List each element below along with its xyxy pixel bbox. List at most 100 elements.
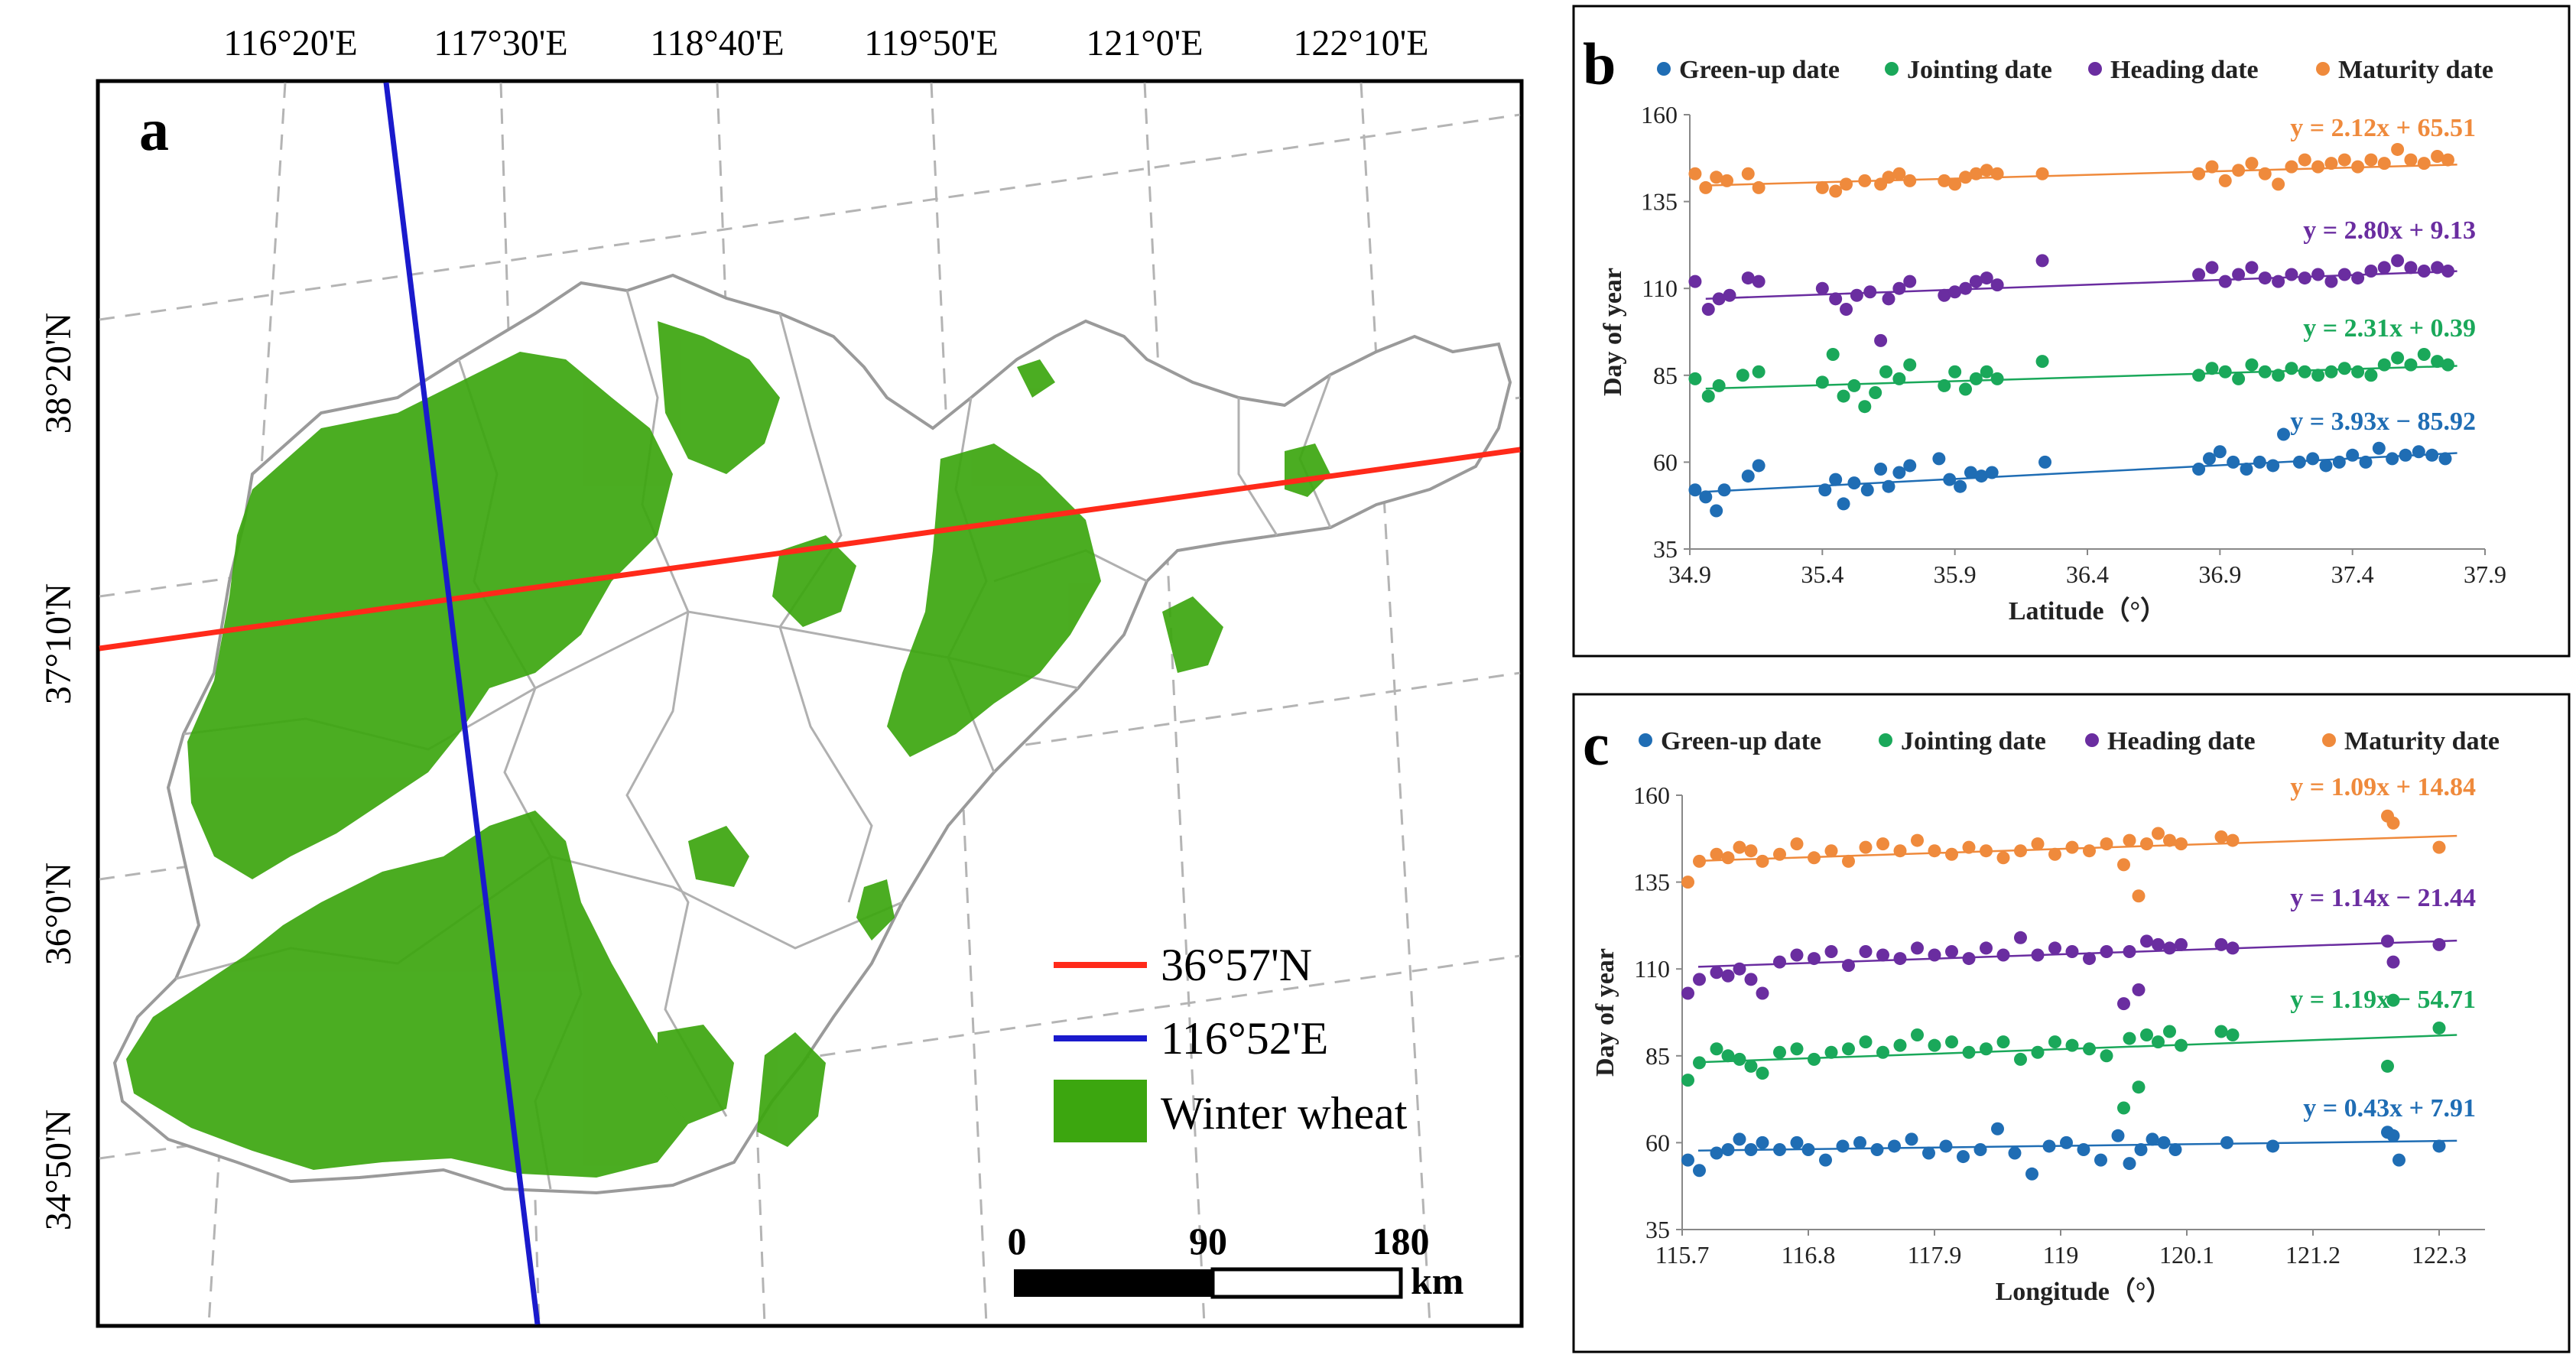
data-point	[1688, 483, 1702, 497]
series-jointing-date	[1688, 348, 2457, 414]
data-point	[2277, 427, 2291, 441]
data-point	[1824, 844, 1838, 858]
x-tick-label: 37.4	[2331, 560, 2374, 588]
data-point	[2386, 955, 2400, 969]
data-point	[1948, 177, 1962, 191]
data-point	[2404, 153, 2418, 167]
data-point	[1815, 180, 1829, 194]
data-point	[2386, 993, 2400, 1007]
panel-letter-a: a	[139, 96, 169, 163]
panel-b-border	[1572, 5, 2571, 658]
data-point	[2192, 167, 2206, 180]
chart-c: Green-up date Jointing date Heading date Ma…	[1591, 727, 2500, 1306]
data-point	[2175, 937, 2188, 951]
data-point	[2117, 1101, 2130, 1115]
data-point	[2381, 1059, 2394, 1073]
data-point	[2218, 275, 2232, 288]
data-point	[2100, 1049, 2113, 1063]
data-point	[2205, 362, 2219, 375]
legend-label: Jointing date	[1907, 56, 2052, 84]
data-point	[2035, 254, 2049, 268]
data-point	[2168, 1142, 2182, 1156]
data-point	[1996, 948, 2010, 962]
data-point	[2202, 452, 2216, 466]
data-point	[2337, 268, 2351, 281]
data-point	[2042, 1139, 2056, 1153]
y-tick-label: 135	[1633, 869, 1670, 896]
data-point	[2258, 365, 2272, 378]
data-point	[2253, 455, 2266, 469]
data-point	[1876, 1045, 1889, 1059]
scale-tick-label: 180	[1372, 1220, 1430, 1262]
data-point	[1842, 854, 1855, 868]
y-tick-label: 35	[1653, 535, 1678, 563]
data-point	[2386, 1129, 2400, 1142]
data-point	[1681, 876, 1694, 889]
data-point	[2117, 858, 2130, 872]
data-point	[1892, 466, 1906, 479]
legend-marker	[1885, 62, 1899, 76]
data-point	[1892, 167, 1906, 180]
data-point	[2412, 445, 2425, 459]
trend-line	[1705, 452, 2457, 493]
lon-label: 122°10'E	[1293, 23, 1428, 63]
legend-blue-line-label: 116°52'E	[1161, 1013, 1328, 1064]
data-point	[2214, 1025, 2228, 1038]
data-point	[2332, 455, 2346, 469]
data-point	[1903, 275, 1917, 288]
legend-marker	[2088, 62, 2102, 76]
data-point	[2438, 452, 2452, 466]
data-point	[2351, 365, 2365, 378]
legend-label: Jointing date	[1901, 727, 2046, 755]
legend-marker	[1657, 62, 1671, 76]
data-point	[2205, 160, 2219, 174]
data-point	[1721, 969, 1735, 983]
data-point	[2381, 934, 2394, 948]
data-point	[2272, 275, 2285, 288]
panel-letter-c: c	[1583, 711, 1610, 778]
data-point	[2140, 934, 2153, 948]
data-point	[2245, 358, 2259, 372]
data-point	[2152, 937, 2165, 951]
data-point	[1756, 1067, 1769, 1080]
data-point	[2035, 355, 2049, 369]
data-point	[2245, 261, 2259, 275]
data-point	[1693, 1056, 1706, 1070]
data-point	[1893, 952, 1907, 966]
data-point	[1888, 1139, 1901, 1153]
data-point	[1733, 1132, 1746, 1146]
data-point	[2083, 1042, 2096, 1056]
data-point	[1969, 372, 1983, 385]
data-point	[2346, 448, 2360, 462]
data-point	[2298, 365, 2311, 378]
data-point	[1819, 1153, 1832, 1167]
data-point	[2441, 153, 2454, 167]
data-point	[2214, 937, 2228, 951]
data-point	[1801, 1142, 1815, 1156]
data-point	[1903, 358, 1917, 372]
data-point	[1882, 292, 1895, 306]
map-panel: 116°20'E 117°30'E 118°40'E 119°50'E 121°…	[38, 23, 1524, 1328]
data-point	[1829, 473, 1843, 486]
data-point	[2351, 160, 2365, 174]
data-point	[1790, 948, 1804, 962]
data-point	[2386, 816, 2400, 830]
data-point	[1990, 167, 2004, 180]
data-point	[2163, 941, 2176, 955]
x-tick-label: 35.4	[1801, 560, 1843, 588]
data-point	[1870, 1142, 1884, 1156]
data-point	[2226, 833, 2240, 847]
data-point	[1842, 959, 1855, 973]
data-point	[2324, 365, 2338, 378]
data-point	[1938, 174, 1951, 187]
data-point	[1808, 952, 1821, 966]
data-point	[2272, 369, 2285, 382]
data-point	[1808, 851, 1821, 865]
legend-label: Green-up date	[1679, 56, 1840, 84]
chart-panel-c: c Green-up date Jointing date Heading date…	[1572, 693, 2571, 1353]
data-point	[1733, 1052, 1746, 1066]
data-point	[2337, 362, 2351, 375]
data-point	[1710, 847, 1723, 861]
data-point	[1712, 378, 1726, 392]
data-point	[1733, 840, 1746, 854]
